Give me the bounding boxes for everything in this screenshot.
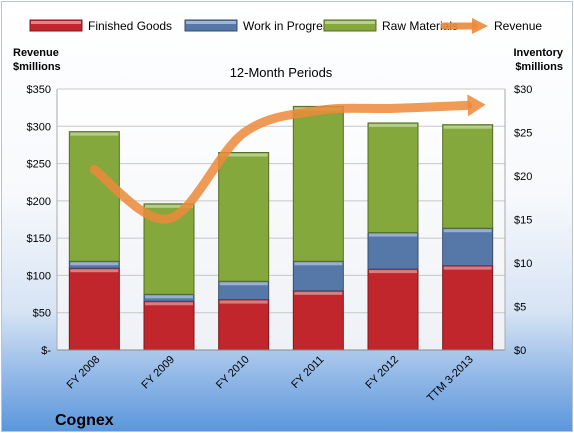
revenue-line	[89, 94, 486, 224]
revenue-line-arrowhead	[467, 94, 486, 117]
left-tick-label: $200	[27, 196, 51, 208]
company-name: Cognex	[55, 412, 114, 429]
bar-segment-highlight	[70, 132, 119, 136]
legend-swatch	[29, 19, 83, 32]
right-tick-label: $10	[514, 258, 532, 270]
x-tick-label: TTM 3-2013	[425, 354, 476, 405]
bar-segment-highlight	[443, 229, 492, 233]
legend-swatch-highlight	[31, 21, 81, 24]
bar-segment-highlight	[443, 125, 492, 129]
bar-segment-highlight	[369, 270, 417, 274]
left-axis-label-line2: $millions	[13, 61, 61, 73]
legend-swatch-highlight	[186, 21, 236, 24]
chart-title: 12-Month Periods	[230, 65, 333, 80]
left-axis-label-line1: Revenue	[13, 47, 59, 59]
legend: Finished Goods Work in Progress Raw Materi…	[29, 18, 542, 34]
x-tick-label: FY 2009	[139, 354, 177, 392]
legend-swatch-highlight	[325, 21, 375, 24]
bar-segment-highlight	[443, 266, 492, 270]
right-axis-label-line1: Inventory	[513, 47, 563, 59]
bar-segment	[292, 290, 344, 351]
bar-segment-highlight	[219, 282, 268, 286]
bar-segment	[442, 124, 494, 229]
right-tick-label: $0	[514, 345, 526, 357]
bar-segment	[68, 131, 120, 262]
legend-label: Finished Goods	[88, 19, 172, 33]
right-axis-label-line2: $millions	[515, 61, 563, 73]
bar-segment	[367, 122, 419, 234]
bars	[68, 105, 494, 351]
bar-segment	[218, 299, 270, 351]
bar-segment-highlight	[145, 204, 193, 208]
bar-segment-highlight	[369, 123, 417, 127]
x-tick-label: FY 2010	[214, 354, 252, 392]
x-tick-label: FY 2008	[65, 354, 103, 392]
bar-segment	[292, 105, 344, 262]
bar-segment	[442, 265, 494, 351]
left-tick-label: $50	[33, 308, 51, 320]
left-tick-label: $350	[27, 84, 51, 96]
left-tick-label: $250	[27, 159, 51, 171]
right-tick-label: $5	[514, 302, 526, 314]
bar-segment	[367, 232, 419, 270]
right-tick-label: $25	[514, 128, 532, 140]
bar-segment	[143, 300, 195, 351]
bar-segment-highlight	[294, 291, 343, 295]
bar-segment	[367, 268, 419, 351]
bar-segment-highlight	[145, 295, 193, 299]
bar-segment-highlight	[70, 262, 119, 266]
bar-segment-highlight	[369, 233, 417, 237]
x-tick-label: FY 2012	[363, 354, 401, 392]
revenue-line-path	[89, 100, 473, 224]
bar-segment-highlight	[294, 262, 343, 266]
left-tick-label: $-	[41, 345, 51, 357]
legend-swatch	[184, 19, 238, 32]
left-tick-label: $100	[27, 270, 51, 282]
bar-segment	[292, 260, 344, 292]
bar-segment	[68, 267, 120, 351]
bar-segment	[218, 152, 270, 282]
left-tick-label: $300	[27, 121, 51, 133]
x-tick-label: FY 2011	[289, 354, 326, 391]
legend-label: Revenue	[494, 19, 542, 33]
bar-segment-highlight	[219, 153, 268, 157]
legend-swatch	[323, 19, 377, 32]
right-tick-label: $30	[514, 84, 532, 96]
bar-segment-highlight	[219, 300, 268, 304]
bar-segment-highlight	[145, 302, 193, 306]
legend-arrowhead	[472, 18, 488, 34]
plot-area	[57, 89, 505, 350]
legend-label: Raw Materials	[382, 19, 458, 33]
bar-segment-highlight	[70, 269, 119, 273]
right-tick-label: $15	[514, 215, 532, 227]
right-tick-label: $20	[514, 171, 532, 183]
left-tick-label: $150	[27, 233, 51, 245]
bar-segment	[442, 227, 494, 267]
legend-label: Work in Progress	[243, 19, 335, 33]
